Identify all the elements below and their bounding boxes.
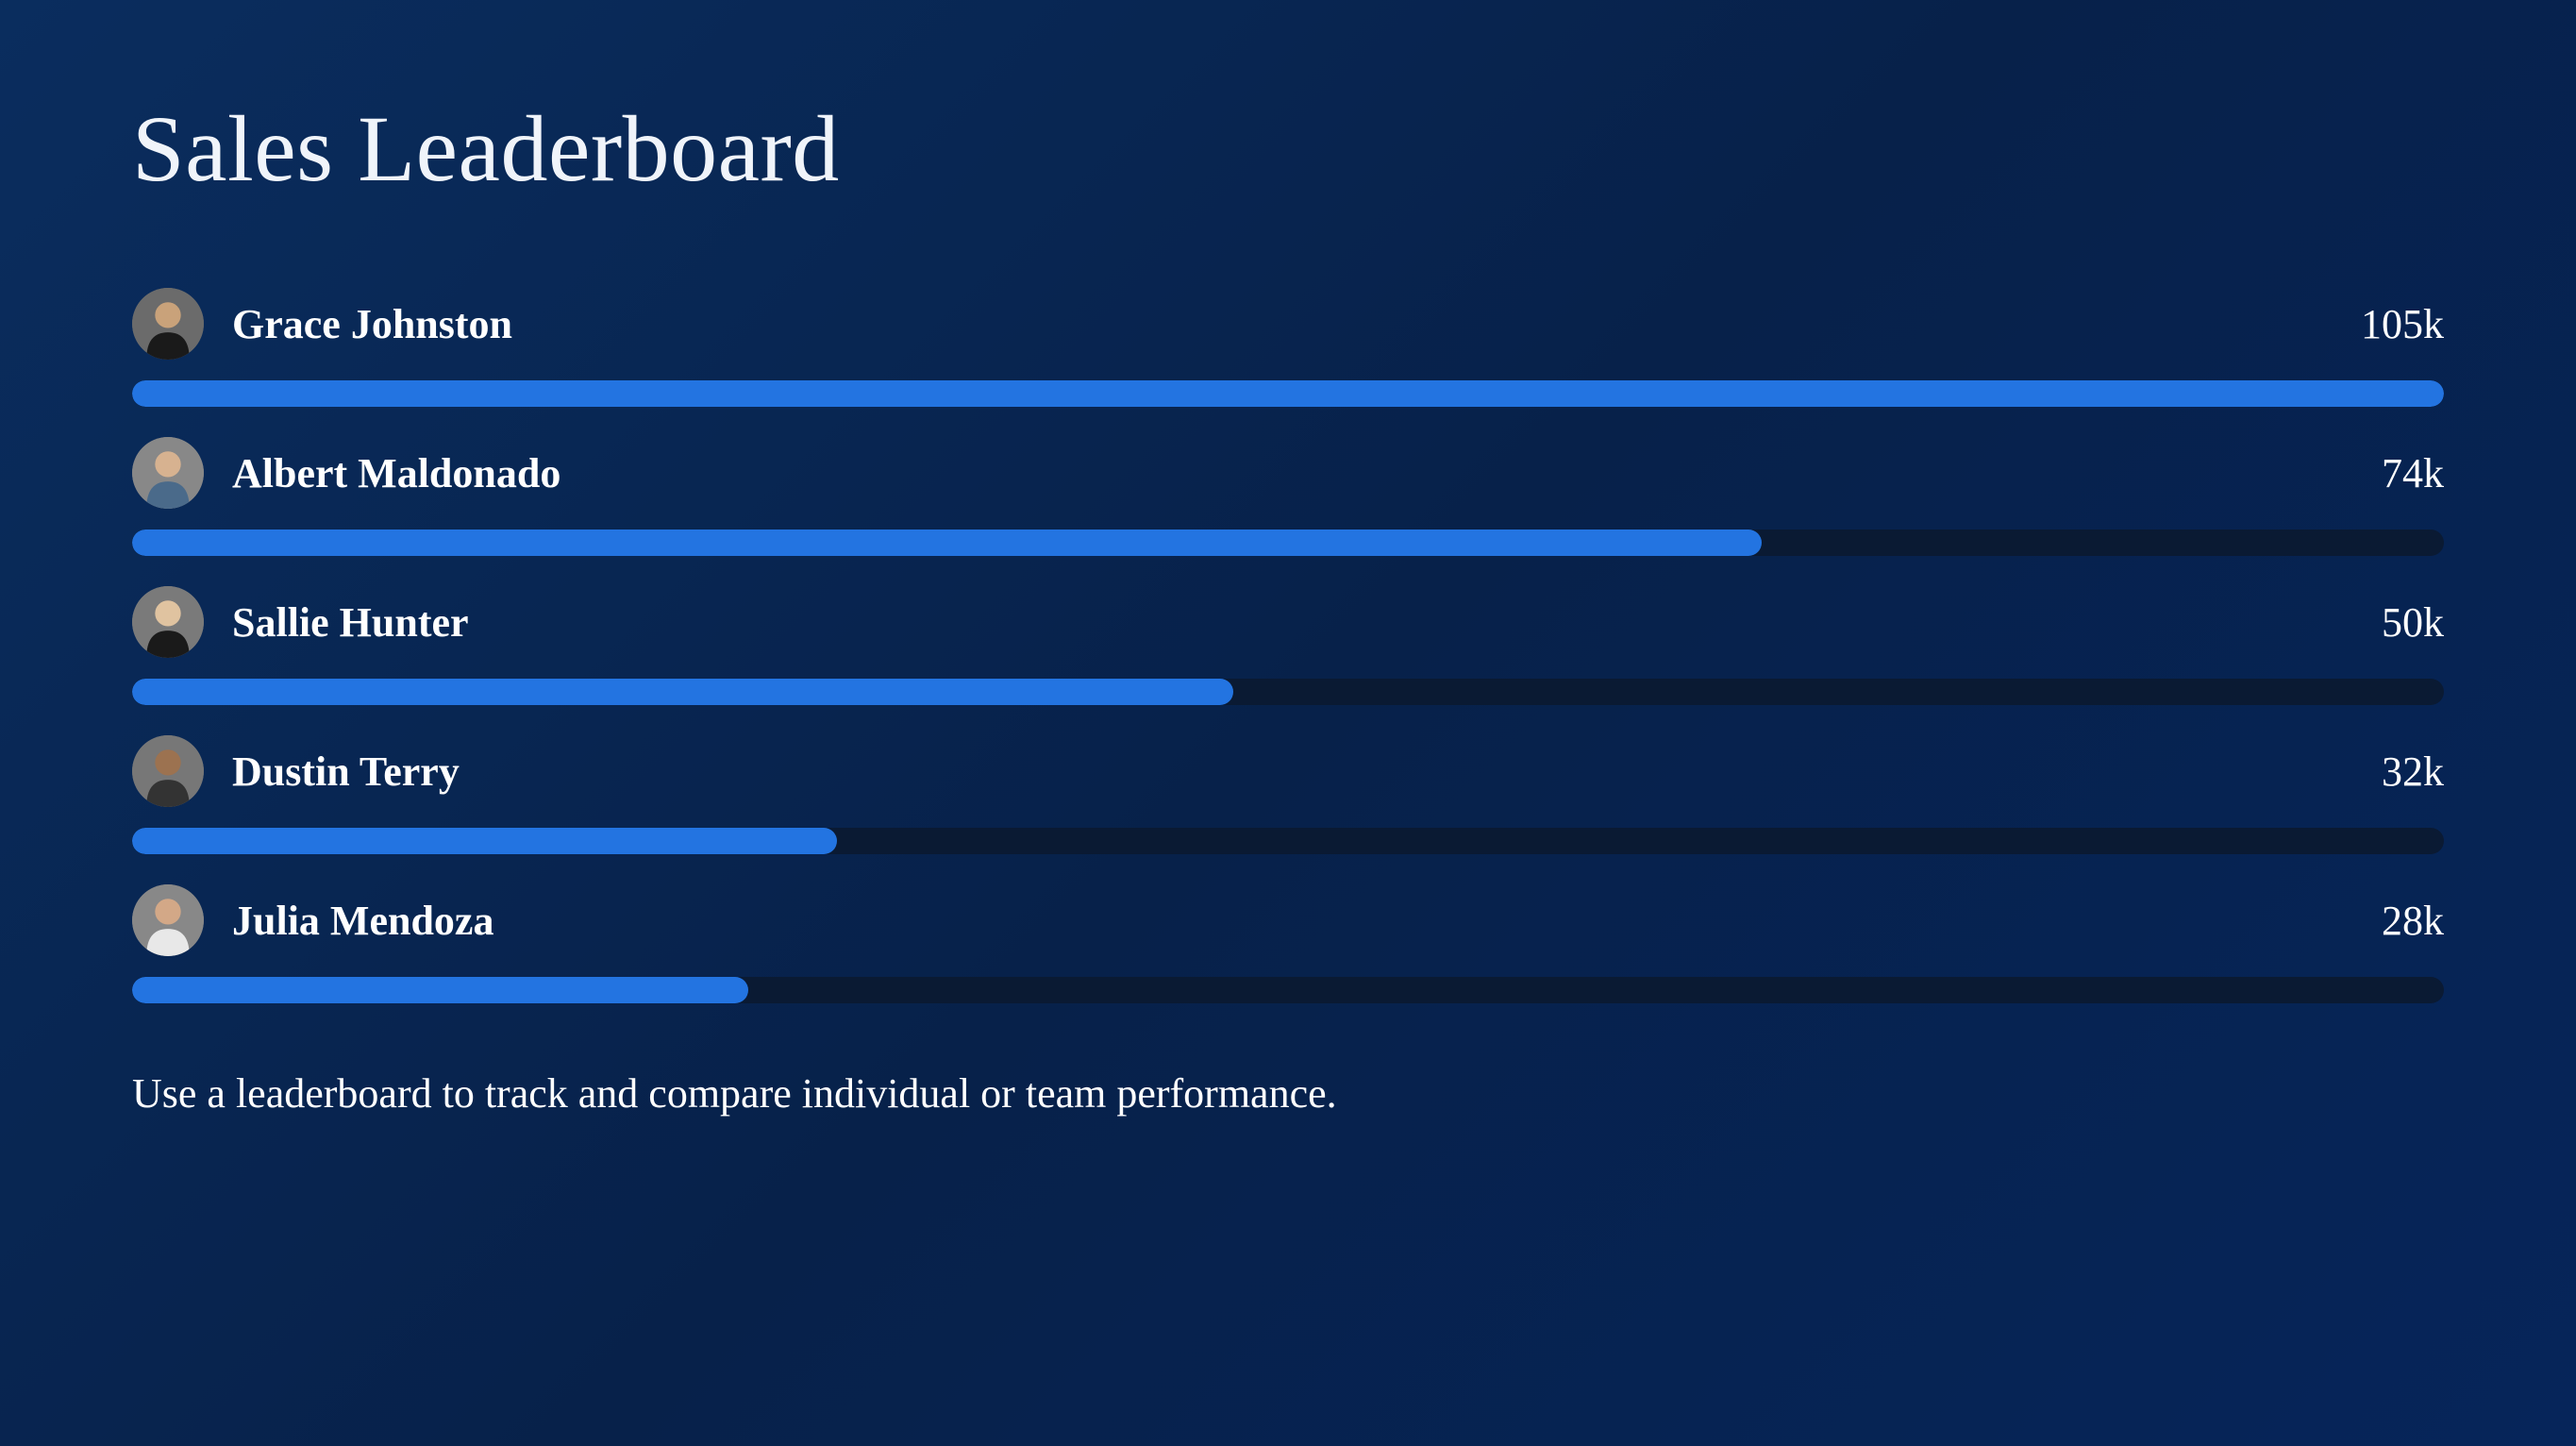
row-header: Grace Johnston 105k bbox=[132, 288, 2444, 360]
row-left: Sallie Hunter bbox=[132, 586, 469, 658]
bar-fill bbox=[132, 380, 2444, 407]
leaderboard-row: Albert Maldonado 74k bbox=[132, 437, 2444, 556]
person-name: Dustin Terry bbox=[232, 748, 460, 796]
person-value: 50k bbox=[2382, 598, 2444, 647]
person-name: Grace Johnston bbox=[232, 300, 512, 348]
person-value: 28k bbox=[2382, 897, 2444, 945]
leaderboard-row: Sallie Hunter 50k bbox=[132, 586, 2444, 705]
leaderboard: Grace Johnston 105k Albert Maldonado 74k bbox=[132, 288, 2444, 1003]
avatar bbox=[132, 884, 204, 956]
page-title: Sales Leaderboard bbox=[132, 94, 2444, 203]
leaderboard-row: Julia Mendoza 28k bbox=[132, 884, 2444, 1003]
bar-fill bbox=[132, 679, 1233, 705]
avatar bbox=[132, 735, 204, 807]
avatar bbox=[132, 586, 204, 658]
bar-track bbox=[132, 828, 2444, 854]
person-name: Julia Mendoza bbox=[232, 897, 493, 945]
bar-track bbox=[132, 530, 2444, 556]
avatar bbox=[132, 437, 204, 509]
person-value: 105k bbox=[2361, 300, 2444, 348]
bar-track bbox=[132, 380, 2444, 407]
avatar-icon bbox=[132, 884, 204, 956]
bar-fill bbox=[132, 828, 837, 854]
bar-track bbox=[132, 679, 2444, 705]
bar-track bbox=[132, 977, 2444, 1003]
person-name: Sallie Hunter bbox=[232, 598, 469, 647]
row-left: Julia Mendoza bbox=[132, 884, 493, 956]
row-header: Sallie Hunter 50k bbox=[132, 586, 2444, 658]
row-left: Albert Maldonado bbox=[132, 437, 560, 509]
row-left: Grace Johnston bbox=[132, 288, 512, 360]
bar-fill bbox=[132, 977, 748, 1003]
avatar-icon bbox=[132, 735, 204, 807]
avatar-icon bbox=[132, 288, 204, 360]
row-left: Dustin Terry bbox=[132, 735, 460, 807]
person-name: Albert Maldonado bbox=[232, 449, 560, 497]
row-header: Dustin Terry 32k bbox=[132, 735, 2444, 807]
leaderboard-row: Dustin Terry 32k bbox=[132, 735, 2444, 854]
avatar bbox=[132, 288, 204, 360]
leaderboard-row: Grace Johnston 105k bbox=[132, 288, 2444, 407]
bar-fill bbox=[132, 530, 1762, 556]
avatar-icon bbox=[132, 437, 204, 509]
person-value: 74k bbox=[2382, 449, 2444, 497]
footer-text: Use a leaderboard to track and compare i… bbox=[132, 1069, 2444, 1118]
row-header: Albert Maldonado 74k bbox=[132, 437, 2444, 509]
person-value: 32k bbox=[2382, 748, 2444, 796]
row-header: Julia Mendoza 28k bbox=[132, 884, 2444, 956]
avatar-icon bbox=[132, 586, 204, 658]
